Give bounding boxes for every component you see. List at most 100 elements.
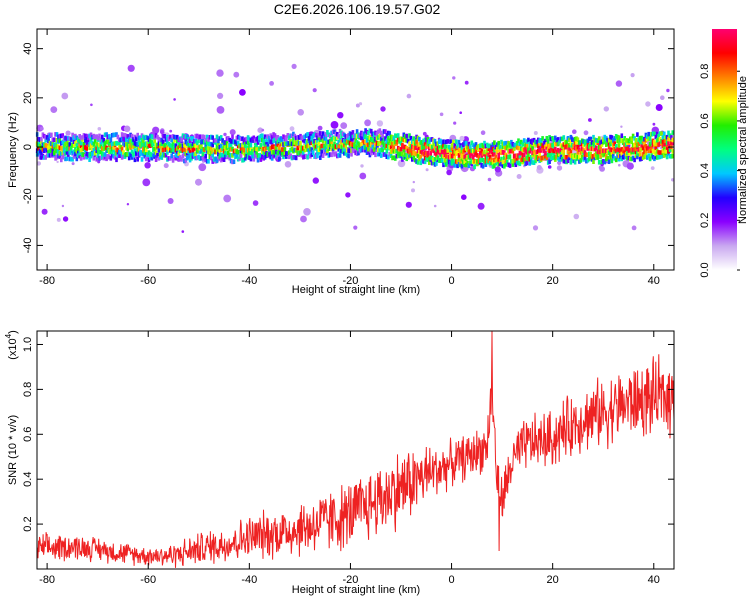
spectrogram-cell: [613, 146, 616, 152]
spectrogram-cell: [663, 139, 666, 144]
spectrogram-cell: [98, 149, 101, 155]
snr-scale-prefix: (x10: [7, 338, 19, 359]
spectrogram-cell: [200, 148, 203, 154]
spectrogram-cell: [340, 144, 343, 149]
spectrogram-cell: [269, 154, 273, 160]
spectrogram-cell: [517, 145, 520, 151]
spectrogram-cell: [67, 136, 70, 141]
spectrogram-cell: [585, 152, 588, 157]
spectrogram-cell: [599, 145, 602, 150]
spectrogram-cell: [664, 141, 667, 146]
spectrogram-cell: [633, 147, 636, 152]
spectrogram-cell: [176, 149, 179, 154]
spectrogram-cell: [589, 154, 592, 160]
colorbar: 0.00.20.40.60.8 Normalized spectral ampl…: [699, 29, 749, 278]
spectrogram-cell: [282, 134, 285, 139]
spectrogram-cell: [473, 147, 476, 153]
spectrogram-cell: [408, 146, 411, 152]
spectrogram-cell: [261, 149, 264, 155]
spectrogram-cell: [321, 131, 325, 136]
spectrogram-cell: [300, 153, 304, 158]
spectrogram-cell: [551, 136, 554, 141]
spectrogram-cell: [265, 151, 268, 156]
spectrogram-cell: [311, 139, 315, 144]
spectrogram-cell: [181, 133, 185, 138]
spectrogram-cell: [524, 156, 527, 162]
spectrogram-cell: [140, 142, 144, 147]
spectrogram-cell: [663, 145, 666, 151]
spectrogram-cell: [239, 146, 243, 151]
spectrogram-cell: [282, 142, 285, 147]
spectrogram-cell: [302, 150, 305, 155]
spectrogram-cell: [392, 149, 396, 154]
spectrogram-cell: [82, 146, 86, 152]
spectrogram-cell: [361, 145, 365, 151]
spectrogram-cell: [433, 151, 437, 156]
spectrogram-cell: [324, 140, 328, 146]
spectrogram-cell: [491, 152, 495, 157]
spectrogram-cell: [566, 149, 570, 154]
spectrogram-cell: [198, 144, 202, 149]
spectrogram-cell: [515, 159, 519, 165]
spectrogram-cell: [419, 154, 423, 160]
spectrogram-cell: [224, 140, 227, 145]
spectrogram-cell: [648, 148, 652, 153]
colorbar-tick-label: 0.0: [699, 262, 711, 277]
spectrogram-cell: [435, 147, 438, 153]
spectrogram-cell: [507, 162, 510, 168]
spectrogram-cell: [647, 148, 650, 154]
spectrogram-cell: [77, 148, 80, 154]
spectrogram-speck: [330, 121, 339, 129]
spectrogram-cell: [653, 149, 656, 155]
spectrogram-cell: [559, 143, 563, 148]
spectrogram-cell: [50, 132, 53, 138]
spectrogram-cell: [671, 149, 675, 154]
spectrogram-cell: [460, 145, 464, 150]
spectrogram-cell: [504, 162, 507, 167]
spectrogram-cell: [201, 154, 205, 160]
spectrogram-cell: [95, 145, 98, 150]
spectrogram-cell: [249, 146, 253, 152]
spectrogram-cell: [428, 160, 431, 165]
spectrogram-cell: [278, 149, 281, 154]
spectrogram-cell: [354, 144, 357, 149]
spectrogram-cell: [382, 137, 386, 142]
spectrogram-cell: [493, 157, 496, 163]
spectrogram-cell: [238, 143, 241, 149]
snr-frame: [36, 330, 675, 570]
spectrogram-cell: [588, 156, 591, 162]
spectrogram-cell: [112, 145, 115, 150]
spectrogram-cell: [658, 136, 662, 142]
spectrogram-speck: [152, 126, 160, 134]
spectrogram-cell: [88, 157, 91, 162]
spectrogram-cell: [86, 135, 90, 140]
spectrogram-cell: [595, 145, 598, 151]
spectrogram-cell: [638, 138, 642, 144]
spectrogram-cell: [596, 155, 600, 160]
spectrogram-cell: [486, 155, 489, 161]
spectrogram-cell: [668, 153, 672, 159]
spectrogram-cell: [68, 145, 72, 151]
spectrogram-cell: [575, 154, 578, 159]
spectrogram-cell: [621, 154, 625, 160]
spectrogram-cell: [629, 151, 632, 156]
spectrogram-cell: [270, 156, 274, 161]
spectrogram-cell: [387, 141, 390, 146]
spectrogram-cell: [415, 139, 418, 145]
spectrogram-cell: [605, 148, 608, 153]
spectrogram-cell: [178, 143, 182, 148]
spectrogram-cell: [403, 152, 407, 158]
spectrogram-cell: [381, 147, 384, 152]
spectrogram-cell: [405, 146, 408, 151]
spectrogram-cell: [389, 134, 393, 140]
spectrogram-cell: [387, 154, 390, 160]
spectrogram-cell: [486, 142, 489, 148]
spectrogram-cell: [498, 150, 502, 155]
spectrogram-cell: [125, 145, 128, 151]
spectrogram-cell: [403, 144, 407, 150]
spectrogram-cell: [422, 151, 425, 157]
spectrogram-cell: [607, 140, 611, 146]
spectrogram-cell: [453, 143, 457, 148]
spectrogram-cell: [178, 148, 182, 153]
spectrogram-cell: [671, 137, 675, 143]
